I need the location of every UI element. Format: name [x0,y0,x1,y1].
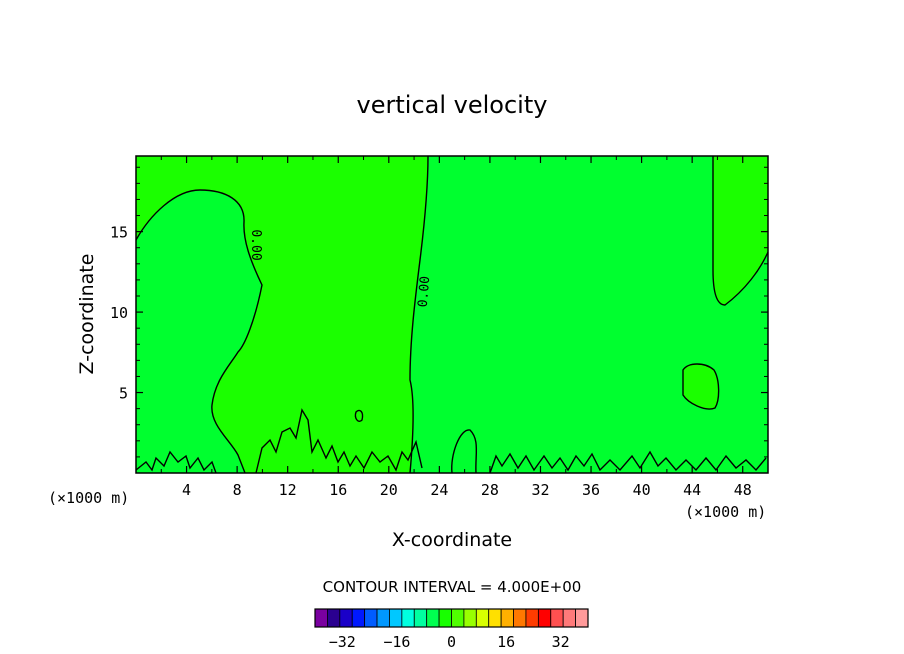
zero-contour-closed [682,363,720,410]
x-tick-label: 48 [734,481,752,499]
colorbar-swatch [413,608,428,628]
positive-region-right [713,156,768,305]
colorbar-swatch [575,608,589,628]
zero-contour-center [409,155,429,474]
x-tick-label: 12 [279,481,297,499]
colorbar-frame [314,608,589,628]
zero-contour-right [712,156,769,306]
colorbar [314,608,589,628]
colorbar-swatch [314,608,328,628]
contour-label-center: 0.00 [416,275,434,308]
x-unit-label-right: (×1000 m) [685,503,766,521]
positive-region-small [683,364,719,409]
x-tick-label: 20 [380,481,398,499]
zero-contour-left [135,189,263,474]
colorbar-swatch [426,608,440,628]
colorbar-swatch [351,608,366,628]
x-tick-label: 28 [481,481,499,499]
x-tick-label: 16 [329,481,347,499]
x-tick-label: 4 [182,481,191,499]
x-axis: 4 8 12 16 20 24 28 32 36 40 44 48 [160,156,752,499]
contour-interval-text: CONTOUR INTERVAL = 4.000E+00 [323,578,582,596]
x-tick-label: 32 [531,481,549,499]
chart-title: vertical velocity [357,91,548,119]
y-tick-label: 5 [119,385,128,403]
colorbar-swatch [327,608,341,628]
colorbar-swatch [513,608,527,628]
colorbar-swatch [389,608,403,628]
x-tick-label: 24 [430,481,448,499]
contour-label-left: 0.00 [248,229,263,260]
zero-contour-surface-noise [135,408,767,474]
y-tick-label: 10 [110,304,128,322]
contour-labels: 0.00 0.00 [248,229,433,308]
colorbar-swatch [562,608,576,628]
x-unit-label-left: (×1000 m) [48,489,129,507]
x-tick-label: 44 [683,481,701,499]
colorbar-swatch [438,608,452,628]
colorbar-swatch [475,608,490,628]
x-tick-label: 36 [582,481,600,499]
colorbar-swatch [500,608,514,628]
zero-contour-bump [451,429,478,474]
x-tick-label: 40 [633,481,651,499]
colorbar-swatch [376,608,390,628]
colorbar-tick-label: −32 [329,633,356,651]
colorbar-swatch [339,608,353,628]
colorbar-tick-label: 0 [447,633,456,651]
colorbar-swatch [537,608,552,628]
colorbar-swatch [488,608,502,628]
colorbar-labels: −32 −16 0 16 32 [329,633,570,651]
colorbar-tick-label: 32 [552,633,570,651]
colorbar-swatch [525,608,539,628]
plot-frame [135,155,769,474]
plot-area: 0.00 0.00 [135,155,769,474]
contour-lines [135,155,769,474]
colorbar-tick-label: 16 [497,633,515,651]
zero-contour-small-loop [354,409,364,422]
colorbar-swatch [401,608,415,628]
y-tick-label: 15 [110,224,128,242]
x-axis-label: X-coordinate [392,529,512,551]
colorbar-swatch [451,608,465,628]
y-axis-label: Z-coordinate [76,254,98,375]
colorbar-tick-label: −16 [383,633,410,651]
x-tick-label: 8 [233,481,242,499]
positive-region-center [136,156,428,473]
y-axis: 5 10 15 [110,166,768,458]
colorbar-swatch [364,608,378,628]
colorbar-swatch [463,608,477,628]
colorbar-swatch [550,608,564,628]
